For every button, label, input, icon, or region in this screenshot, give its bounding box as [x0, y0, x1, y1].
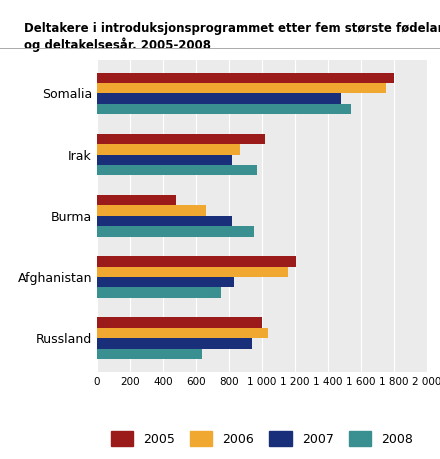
Bar: [97, 277, 234, 287]
Bar: [97, 287, 220, 298]
Bar: [97, 205, 206, 216]
Bar: [97, 216, 232, 226]
Bar: [97, 195, 176, 205]
Legend: 2005, 2006, 2007, 2008: 2005, 2006, 2007, 2008: [104, 425, 419, 453]
Text: Deltakere i introduksjonsprogrammet etter fem største fødeland
og deltakelsesår.: Deltakere i introduksjonsprogrammet ette…: [24, 22, 440, 51]
Bar: [97, 83, 385, 93]
Bar: [97, 155, 232, 165]
Bar: [97, 348, 202, 359]
Bar: [97, 267, 288, 277]
Bar: [97, 338, 252, 348]
Bar: [97, 165, 257, 175]
Bar: [97, 144, 240, 155]
Bar: [97, 226, 253, 236]
Bar: [97, 134, 265, 144]
Bar: [97, 317, 262, 328]
Bar: [97, 104, 351, 114]
Bar: [97, 256, 297, 267]
Bar: [97, 73, 394, 83]
Bar: [97, 93, 341, 104]
Bar: [97, 328, 268, 338]
